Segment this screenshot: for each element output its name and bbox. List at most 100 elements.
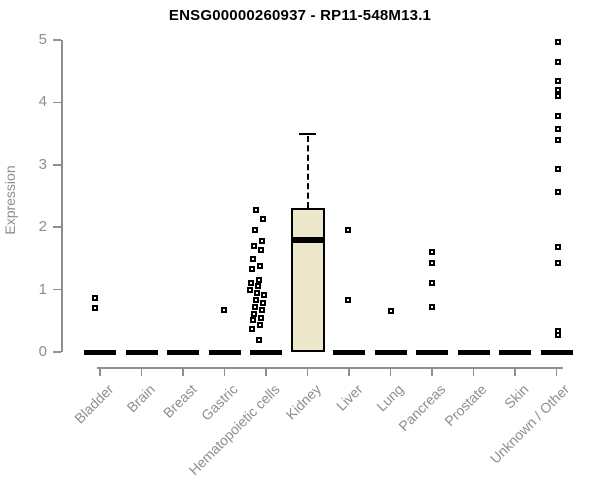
outlier-point — [250, 317, 256, 324]
outlier-point — [248, 280, 254, 287]
x-axis-tick — [140, 368, 143, 376]
x-axis-tick — [514, 368, 516, 376]
y-tick-label: 3 — [38, 155, 47, 173]
collapsed-box-median — [125, 349, 158, 355]
outlier-point — [554, 165, 561, 172]
outlier-point — [429, 280, 435, 287]
outlier-point — [554, 112, 561, 119]
outlier-point — [260, 300, 266, 307]
outlier-point — [253, 297, 259, 304]
outlier-point — [345, 297, 351, 304]
outlier-point — [249, 325, 255, 332]
outlier-point — [554, 125, 561, 132]
collapsed-box-median — [374, 349, 407, 355]
y-axis-tick — [53, 226, 61, 228]
y-tick-label: 1 — [38, 280, 47, 298]
collapsed-box-median — [208, 349, 241, 355]
x-axis-tick — [431, 368, 433, 376]
outlier-point — [253, 207, 259, 214]
outlier-point — [345, 227, 351, 234]
outlier-point — [251, 310, 257, 317]
outlier-point — [249, 266, 255, 272]
x-tick-label: Bladder — [70, 381, 117, 427]
median-line — [290, 236, 325, 243]
outlier-point — [554, 38, 561, 45]
x-tick-label: Prostate — [441, 381, 490, 430]
x-axis-tick — [306, 368, 309, 376]
y-axis-tick — [53, 39, 61, 41]
x-tick-label: Brain — [123, 381, 158, 416]
outlier-point — [554, 93, 561, 100]
x-axis-tick — [265, 368, 267, 376]
outlier-point — [220, 306, 227, 313]
x-axis-tick — [223, 368, 226, 376]
outlier-point — [254, 289, 260, 296]
outlier-point — [258, 246, 264, 253]
y-axis-tick — [53, 351, 61, 353]
y-axis-tick — [53, 288, 61, 291]
outlier-point — [261, 292, 267, 299]
x-axis-tick — [555, 368, 558, 376]
y-axis-line — [61, 40, 63, 352]
outlier-point — [260, 216, 266, 223]
outlier-point — [554, 136, 561, 143]
collapsed-box-median — [540, 349, 573, 355]
x-tick-label: Skin — [500, 381, 532, 412]
upper-whisker — [306, 135, 309, 209]
outlier-point — [554, 332, 561, 339]
x-axis-tick — [348, 368, 350, 376]
outlier-point — [250, 256, 256, 263]
outlier-point — [258, 314, 264, 321]
outlier-point — [247, 286, 253, 293]
chart-title: ENSG00000260937 - RP11-548M13.1 — [168, 7, 432, 24]
x-tick-label: Liver — [332, 381, 366, 414]
collapsed-box-median — [250, 349, 282, 355]
outlier-point — [252, 227, 258, 234]
collapsed-box-median — [499, 349, 531, 355]
y-tick-label: 0 — [38, 343, 47, 360]
x-tick-label: Lung — [373, 381, 407, 415]
x-axis-line — [97, 367, 563, 369]
y-tick-label: 4 — [38, 93, 47, 111]
outlier-point — [257, 262, 263, 269]
outlier-point — [554, 77, 561, 84]
outlier-point — [252, 304, 258, 311]
y-axis-tick — [53, 101, 61, 104]
outlier-point — [255, 283, 261, 290]
y-axis-tick — [53, 164, 61, 166]
x-tick-label: Breast — [159, 381, 200, 421]
collapsed-box-median — [416, 349, 448, 355]
outlier-point — [92, 304, 98, 311]
x-tick-label: Kidney — [282, 381, 324, 423]
outlier-point — [257, 322, 263, 329]
outlier-point — [387, 308, 394, 315]
box — [290, 208, 325, 352]
x-axis-tick — [472, 368, 475, 376]
x-axis-tick — [182, 368, 184, 376]
collapsed-box-median — [84, 349, 116, 355]
collapsed-box-median — [167, 349, 199, 355]
y-tick-label: 2 — [38, 218, 47, 236]
outlier-point — [429, 259, 435, 266]
x-axis-tick — [99, 368, 101, 376]
outlier-point — [256, 337, 262, 344]
upper-whisker-cap — [299, 132, 316, 135]
outlier-point — [259, 307, 265, 314]
outlier-point — [429, 304, 435, 311]
x-axis-tick — [389, 368, 392, 376]
outlier-point — [554, 243, 561, 250]
outlier-point — [554, 188, 561, 195]
outlier-point — [554, 58, 561, 65]
outlier-point — [92, 294, 98, 301]
outlier-point — [251, 242, 257, 249]
outlier-point — [429, 248, 435, 255]
outlier-point — [259, 237, 265, 244]
outlier-point — [256, 277, 262, 284]
y-tick-label: 5 — [38, 31, 47, 48]
collapsed-box-median — [333, 349, 365, 355]
outlier-point — [554, 260, 561, 267]
outlier-point — [554, 86, 561, 93]
collapsed-box-median — [457, 349, 490, 355]
